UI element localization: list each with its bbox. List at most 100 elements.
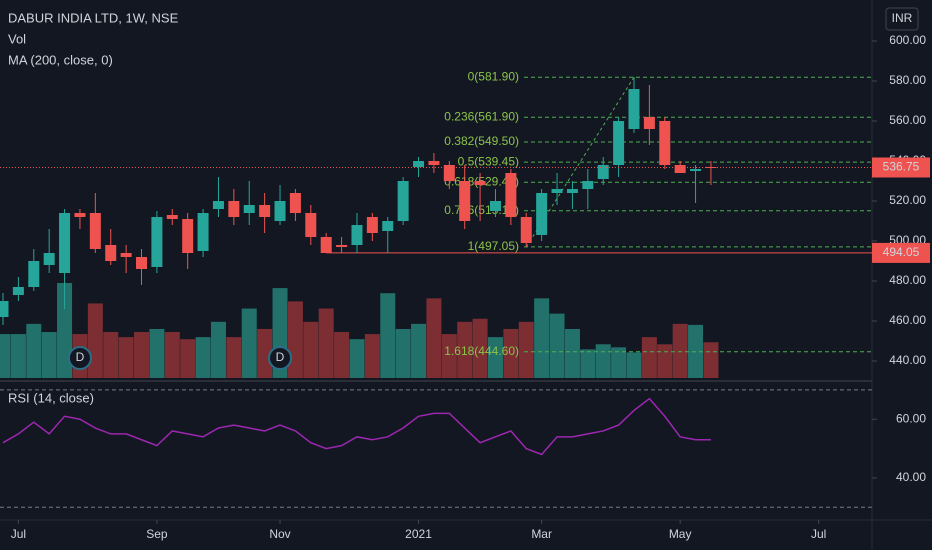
candle-body bbox=[182, 219, 194, 253]
volume-bar bbox=[411, 323, 427, 378]
volume-bar bbox=[241, 308, 257, 378]
candle-body bbox=[628, 89, 640, 129]
candle-body bbox=[197, 213, 209, 251]
volume-bar bbox=[703, 342, 719, 378]
volume-bar bbox=[534, 298, 550, 378]
candle-body bbox=[474, 181, 486, 185]
candle-body bbox=[505, 173, 517, 217]
candle-body bbox=[674, 165, 686, 173]
volume-bar bbox=[195, 337, 211, 378]
candle-body bbox=[428, 161, 440, 165]
volume-bar bbox=[0, 334, 11, 378]
volume-bar bbox=[457, 321, 473, 378]
candle-body bbox=[520, 217, 532, 243]
volume-bar bbox=[210, 321, 226, 378]
volume-bar bbox=[641, 337, 657, 378]
support-price-label: 494.05 bbox=[883, 245, 920, 259]
volume-bar bbox=[657, 344, 673, 378]
fib-label: 1.618(444.60) bbox=[444, 344, 519, 358]
candle-body bbox=[489, 201, 501, 211]
volume-bar bbox=[118, 337, 134, 378]
volume-bar bbox=[626, 352, 642, 378]
candle-body bbox=[643, 117, 655, 129]
candle-body bbox=[351, 225, 363, 245]
chart-title: DABUR INDIA LTD, 1W, NSE bbox=[8, 10, 179, 25]
candle-body bbox=[136, 257, 148, 269]
currency-label[interactable]: INR bbox=[892, 11, 913, 25]
support-price-box bbox=[872, 242, 930, 263]
volume-bar bbox=[380, 293, 396, 378]
rsi-line bbox=[2, 397, 711, 456]
volume-bar bbox=[57, 283, 73, 378]
x-tick-label: Mar bbox=[531, 527, 552, 541]
volume-bar bbox=[487, 337, 503, 378]
volume-bar bbox=[595, 344, 611, 378]
volume-bar bbox=[472, 318, 488, 378]
candle-body bbox=[443, 165, 455, 181]
volume-bar bbox=[441, 334, 457, 378]
candle-body bbox=[413, 161, 425, 167]
candle-body bbox=[43, 253, 55, 265]
candle-body bbox=[166, 215, 178, 219]
candle-body bbox=[366, 217, 378, 233]
volume-bar bbox=[503, 328, 519, 378]
candle-body bbox=[690, 169, 702, 171]
candle-body bbox=[120, 253, 132, 257]
x-tick-label: Nov bbox=[269, 527, 290, 541]
y-tick-label: 580.00 bbox=[889, 73, 926, 87]
candle-body bbox=[0, 301, 9, 317]
volume-bar bbox=[549, 313, 565, 378]
candle-body bbox=[28, 261, 40, 287]
y-tick-label: 440.00 bbox=[889, 353, 926, 367]
volume-bar bbox=[395, 328, 411, 378]
volume-bar bbox=[287, 301, 303, 378]
volume-bar bbox=[164, 332, 180, 378]
volume-bar bbox=[103, 332, 119, 378]
candle-body bbox=[382, 221, 394, 231]
volume-bar bbox=[149, 328, 165, 378]
indicator-label: Vol bbox=[8, 31, 26, 46]
candle-body bbox=[551, 189, 563, 193]
last-price-box bbox=[872, 157, 930, 178]
volume-bar bbox=[10, 334, 26, 378]
candle-body bbox=[613, 121, 625, 165]
candle-body bbox=[105, 245, 117, 261]
indicator-label: MA (200, close, 0) bbox=[8, 52, 113, 67]
volume-bar bbox=[41, 332, 57, 378]
volume-bar bbox=[611, 347, 627, 378]
rsi-y-tick-label: 60.00 bbox=[896, 411, 926, 425]
volume-bar bbox=[334, 332, 350, 378]
candle-body bbox=[705, 167, 717, 168]
volume-bar bbox=[349, 339, 365, 378]
volume-bar bbox=[580, 349, 596, 378]
x-tick-label: Sep bbox=[146, 527, 168, 541]
candle-body bbox=[659, 121, 671, 165]
currency-box[interactable] bbox=[885, 7, 919, 31]
rsi-y-tick-label: 40.00 bbox=[896, 470, 926, 484]
volume-bar bbox=[364, 334, 380, 378]
fib-label: 0(581.90) bbox=[468, 69, 519, 83]
volume-bar bbox=[672, 323, 688, 378]
y-tick-label: 480.00 bbox=[889, 273, 926, 287]
y-tick-label: 560.00 bbox=[889, 113, 926, 127]
candle-body bbox=[12, 287, 24, 295]
candle-body bbox=[274, 201, 286, 221]
y-tick-label: 600.00 bbox=[889, 33, 926, 47]
volume-bar bbox=[564, 328, 580, 378]
fib-label: 0.5(539.45) bbox=[458, 154, 519, 168]
last-price-label: 536.75 bbox=[883, 160, 920, 174]
rsi-title: RSI (14, close) bbox=[8, 390, 94, 405]
candle-body bbox=[289, 193, 301, 213]
candle-body bbox=[305, 213, 317, 237]
fib-label: 0.236(561.90) bbox=[444, 109, 519, 123]
volume-bar bbox=[180, 339, 196, 378]
candle-body bbox=[397, 181, 409, 221]
candle-body bbox=[582, 181, 594, 189]
candle-body bbox=[89, 213, 101, 249]
dividend-label: D bbox=[76, 350, 85, 364]
dividend-marker bbox=[268, 346, 293, 370]
dividend-label: D bbox=[276, 350, 285, 364]
candle-body bbox=[320, 237, 332, 253]
